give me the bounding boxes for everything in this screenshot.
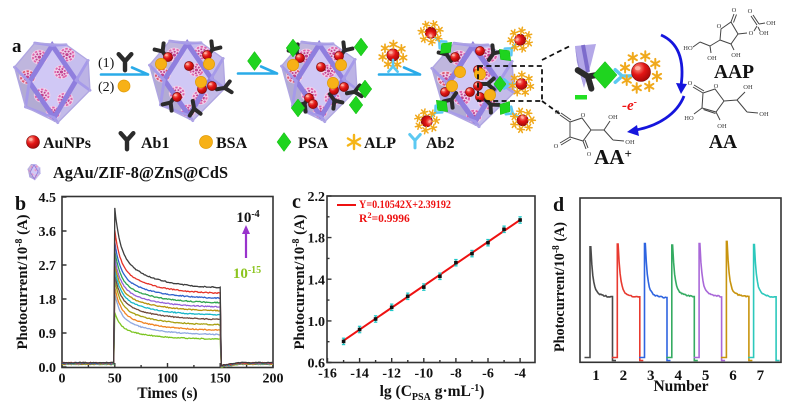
svg-text:O: O (554, 143, 559, 150)
svg-text:Times (s): Times (s) (137, 385, 197, 402)
svg-text:Number: Number (653, 378, 708, 395)
svg-text:OH: OH (608, 114, 618, 121)
svg-text:O: O (555, 109, 560, 116)
svg-text:HO: HO (684, 115, 694, 122)
svg-text:O: O (749, 30, 754, 37)
svg-text:200: 200 (263, 372, 284, 387)
svg-text:d: d (553, 194, 564, 216)
svg-text:O: O (581, 112, 586, 119)
svg-text:Photocurrent/10-8 (A): Photocurrent/10-8 (A) (551, 222, 568, 352)
svg-text:OH: OH (759, 30, 769, 37)
svg-text:Ab1: Ab1 (141, 135, 169, 152)
svg-text:OH: OH (759, 111, 769, 118)
svg-text:2.2: 2.2 (308, 190, 326, 205)
svg-text:BSA: BSA (216, 135, 248, 152)
svg-text:PSA: PSA (298, 135, 329, 152)
svg-text:OH: OH (743, 84, 753, 91)
svg-text:OH: OH (707, 55, 717, 62)
svg-text:0.0: 0.0 (39, 361, 57, 376)
svg-text:O: O (714, 83, 719, 90)
svg-text:0.6: 0.6 (308, 357, 326, 372)
svg-text:6: 6 (729, 368, 737, 384)
svg-text:ALP: ALP (364, 135, 396, 152)
svg-text:1.8: 1.8 (308, 232, 326, 247)
svg-text:2: 2 (620, 368, 628, 384)
svg-text:Photocurrent/10-8 (A): Photocurrent/10-8 (A) (14, 215, 31, 350)
svg-text:O: O (587, 152, 592, 158)
svg-text:O: O (688, 80, 693, 87)
svg-text:2.7: 2.7 (39, 259, 57, 274)
svg-text:AuNPs: AuNPs (43, 135, 91, 152)
svg-text:OH: OH (766, 20, 776, 27)
svg-text:0: 0 (59, 372, 66, 387)
svg-text:AAP: AAP (714, 62, 754, 83)
svg-text:150: 150 (210, 372, 231, 387)
svg-text:Ab2: Ab2 (426, 135, 454, 152)
svg-text:1.8: 1.8 (39, 293, 57, 308)
svg-text:-14: -14 (350, 367, 369, 382)
svg-text:Y=0.10542X+2.39192: Y=0.10542X+2.39192 (359, 199, 451, 211)
svg-text:7: 7 (757, 368, 765, 384)
svg-text:O: O (748, 8, 753, 15)
svg-text:(2): (2) (98, 80, 115, 95)
svg-text:0.9: 0.9 (39, 327, 57, 342)
svg-text:OH: OH (731, 52, 741, 59)
svg-text:-4: -4 (514, 367, 526, 382)
svg-text:(1): (1) (98, 56, 115, 71)
svg-text:HO: HO (683, 45, 693, 52)
svg-text:-6: -6 (482, 367, 494, 382)
svg-text:O: O (732, 7, 737, 14)
svg-text:c: c (292, 191, 301, 213)
svg-text:OH: OH (625, 139, 635, 146)
svg-text:50: 50 (108, 372, 122, 387)
svg-text:a: a (12, 36, 22, 57)
svg-text:4.5: 4.5 (39, 191, 57, 206)
svg-text:-8: -8 (450, 367, 462, 382)
svg-text:R2=0.9996: R2=0.9996 (359, 210, 410, 225)
svg-text:1.0: 1.0 (308, 315, 326, 330)
svg-text:AA: AA (709, 132, 737, 153)
svg-text:Photocurrent/10-8 (A): Photocurrent/10-8 (A) (291, 215, 308, 350)
svg-text:O: O (717, 23, 722, 30)
svg-text:1.4: 1.4 (308, 273, 326, 288)
svg-text:OH: OH (717, 123, 727, 130)
svg-text:b: b (15, 193, 26, 215)
svg-text:AgAu/ZIF-8@ZnS@CdS: AgAu/ZIF-8@ZnS@CdS (53, 163, 228, 182)
svg-text:1: 1 (592, 368, 600, 384)
svg-text:-12: -12 (382, 367, 401, 382)
svg-text:-10: -10 (414, 367, 433, 382)
svg-text:3.6: 3.6 (39, 225, 57, 240)
